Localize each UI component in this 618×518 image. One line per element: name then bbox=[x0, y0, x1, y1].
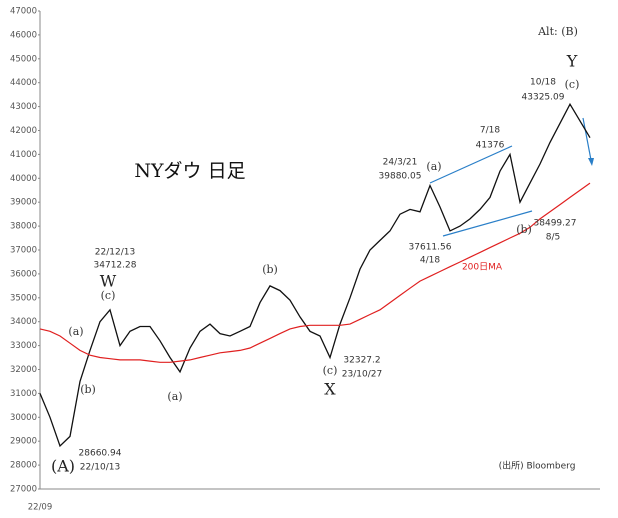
chart-title: NYダウ 日足 bbox=[134, 160, 245, 182]
annotation: 32327.2 bbox=[343, 356, 380, 366]
y-tick-label: 34000 bbox=[10, 317, 37, 327]
y-tick-label: 44000 bbox=[10, 78, 37, 88]
annotation: Alt: (B) bbox=[537, 25, 578, 38]
y-tick-label: 41000 bbox=[10, 150, 37, 160]
y-tick-label: 29000 bbox=[10, 437, 37, 447]
y-tick-label: 46000 bbox=[10, 30, 37, 40]
annotation: 34712.28 bbox=[94, 261, 137, 271]
annotation: (b) bbox=[262, 263, 278, 276]
annotation: (A) bbox=[51, 457, 75, 476]
arrow bbox=[582, 117, 592, 161]
annotation: W bbox=[100, 272, 117, 291]
y-tick-label: 39000 bbox=[10, 198, 37, 208]
annotation: 23/10/27 bbox=[342, 370, 382, 380]
price-line bbox=[39, 102, 591, 448]
x-tick-label: 22/09 bbox=[28, 503, 53, 513]
annotation: (c) bbox=[323, 364, 338, 377]
annotation: (a) bbox=[426, 160, 441, 173]
annotation: X bbox=[324, 380, 336, 399]
arrow-head bbox=[588, 158, 594, 166]
y-tick-label: 32000 bbox=[10, 365, 37, 375]
y-tick-label: 42000 bbox=[10, 126, 37, 136]
y-tick-label: 35000 bbox=[10, 293, 37, 303]
annotation: 22/10/13 bbox=[80, 463, 120, 473]
y-tick-label: 27000 bbox=[10, 485, 37, 495]
annotation: 8/5 bbox=[546, 233, 560, 243]
y-tick-label: 30000 bbox=[10, 413, 37, 423]
y-tick-label: 38000 bbox=[10, 222, 37, 232]
annotation: 7/18 bbox=[480, 126, 500, 136]
annotation: (b) bbox=[516, 223, 532, 236]
trend-line bbox=[442, 210, 533, 237]
y-tick-label: 40000 bbox=[10, 174, 37, 184]
annotation: (a) bbox=[167, 390, 182, 403]
annotation: 200日MA bbox=[462, 262, 503, 273]
annotation: (c) bbox=[565, 78, 580, 91]
y-tick-label: 37000 bbox=[10, 246, 37, 256]
y-tick-label: 47000 bbox=[10, 7, 37, 17]
annotation: (a) bbox=[68, 325, 83, 338]
annotation: 39880.05 bbox=[379, 172, 422, 182]
annotation: 37611.56 bbox=[409, 243, 452, 253]
ma-line bbox=[39, 182, 591, 363]
y-tick-label: 45000 bbox=[10, 54, 37, 64]
y-tick-label: 33000 bbox=[10, 341, 37, 351]
annotation: Y bbox=[566, 52, 578, 71]
annotation: (出所) Bloomberg bbox=[499, 460, 576, 472]
annotation: 43325.09 bbox=[522, 93, 565, 103]
annotation: 28660.94 bbox=[79, 449, 122, 459]
y-tick-label: 28000 bbox=[10, 461, 37, 471]
annotation: 24/3/21 bbox=[383, 158, 418, 168]
annotation: 38499.27 bbox=[534, 219, 577, 229]
trend-line bbox=[429, 145, 513, 184]
annotation: 22/12/13 bbox=[95, 248, 135, 258]
y-tick-label: 31000 bbox=[10, 389, 37, 399]
annotation: 41376 bbox=[476, 141, 505, 151]
y-tick-label: 43000 bbox=[10, 102, 37, 112]
annotation: 4/18 bbox=[420, 256, 440, 266]
y-tick-label: 36000 bbox=[10, 269, 37, 279]
annotations: Alt: (B) Y (c) 10/18 43325.09 7/18 41376… bbox=[51, 25, 579, 476]
annotation: (b) bbox=[80, 383, 96, 396]
annotation: 10/18 bbox=[530, 78, 556, 88]
annotation: (c) bbox=[101, 289, 116, 302]
